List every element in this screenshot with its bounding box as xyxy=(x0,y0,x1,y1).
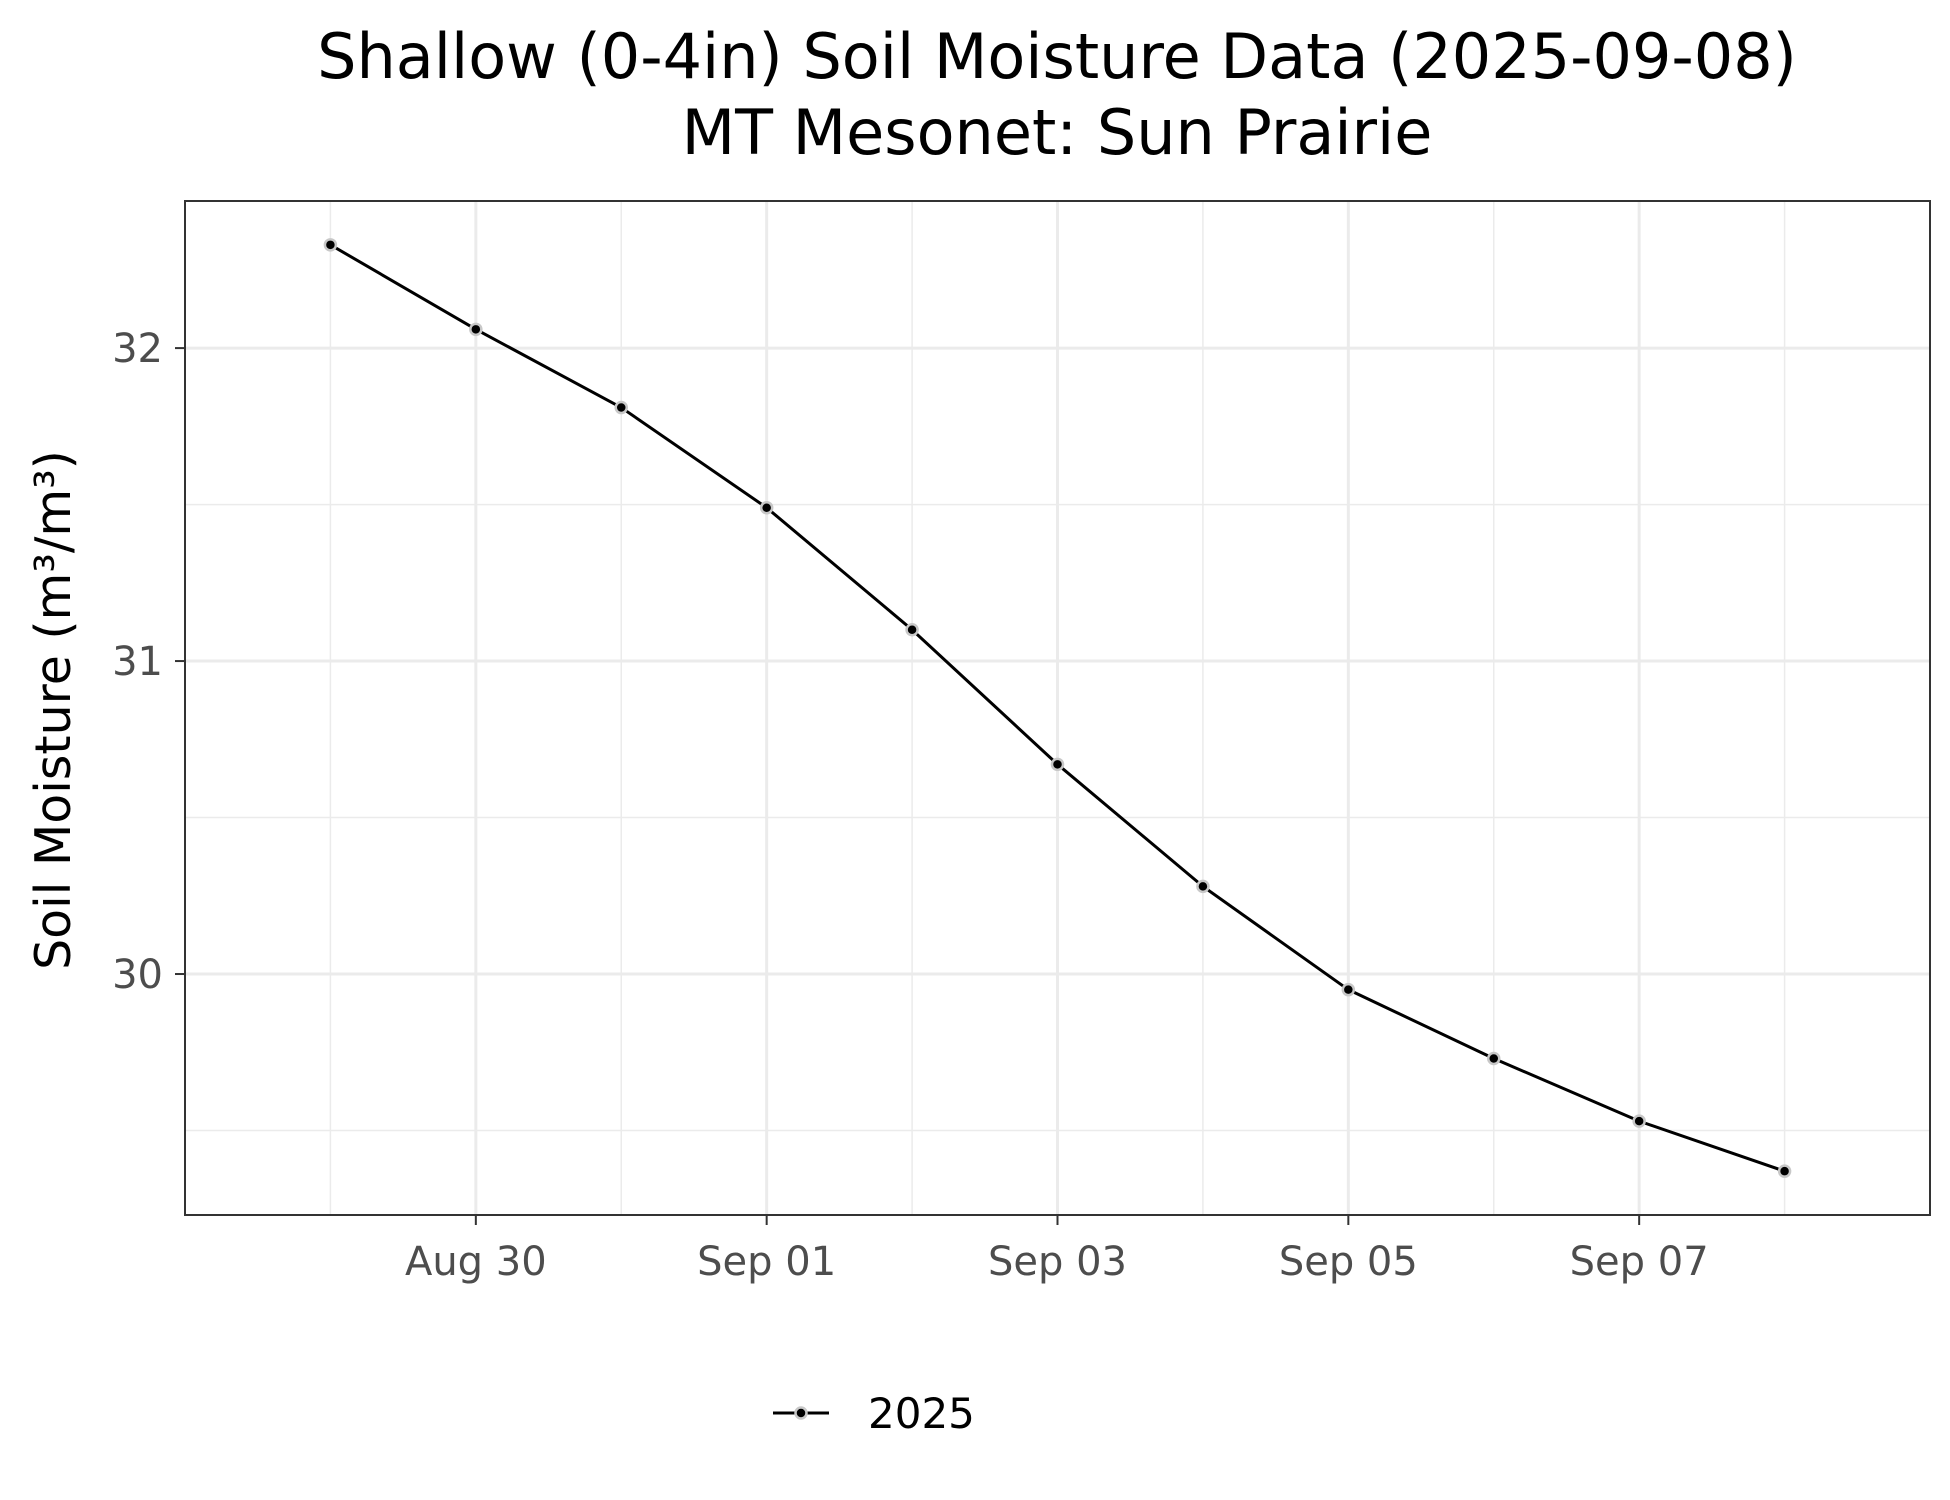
legend: 2025 xyxy=(773,1389,975,1438)
y-axis-title: Soil Moisture (m³/m³) xyxy=(25,450,82,970)
data-point xyxy=(1487,1051,1501,1066)
data-point xyxy=(614,400,628,415)
series-layer xyxy=(323,238,1792,1178)
y-tick-label: 32 xyxy=(112,326,163,372)
legend-marker xyxy=(794,1406,808,1420)
x-tick-label: Aug 30 xyxy=(405,1239,547,1285)
chart-subtitle: MT Mesonet: Sun Prairie xyxy=(682,96,1433,169)
legend-label: 2025 xyxy=(868,1389,975,1438)
data-point xyxy=(323,238,338,252)
data-point xyxy=(1777,1164,1792,1178)
chart-title: Shallow (0-4in) Soil Moisture Data (2025… xyxy=(317,20,1797,93)
data-point xyxy=(1050,757,1065,772)
plot-panel-border xyxy=(184,200,1931,1216)
x-tick-label: Sep 07 xyxy=(1570,1239,1709,1285)
y-tick-label: 31 xyxy=(112,639,163,685)
data-point xyxy=(905,623,919,637)
x-tick-label: Sep 01 xyxy=(697,1239,836,1285)
grid-major xyxy=(185,201,1930,1215)
data-point xyxy=(759,500,774,515)
y-axis: 30 31 32 xyxy=(112,326,185,998)
data-point xyxy=(1196,879,1210,894)
data-point xyxy=(469,322,483,337)
x-tick-label: Sep 03 xyxy=(988,1239,1127,1285)
data-point xyxy=(1632,1114,1646,1128)
x-axis: Aug 30 Sep 01 Sep 03 Sep 05 Sep 07 xyxy=(405,1215,1709,1285)
y-tick-label: 30 xyxy=(112,952,163,998)
data-point xyxy=(1341,982,1356,997)
x-tick-label: Sep 05 xyxy=(1279,1239,1418,1285)
